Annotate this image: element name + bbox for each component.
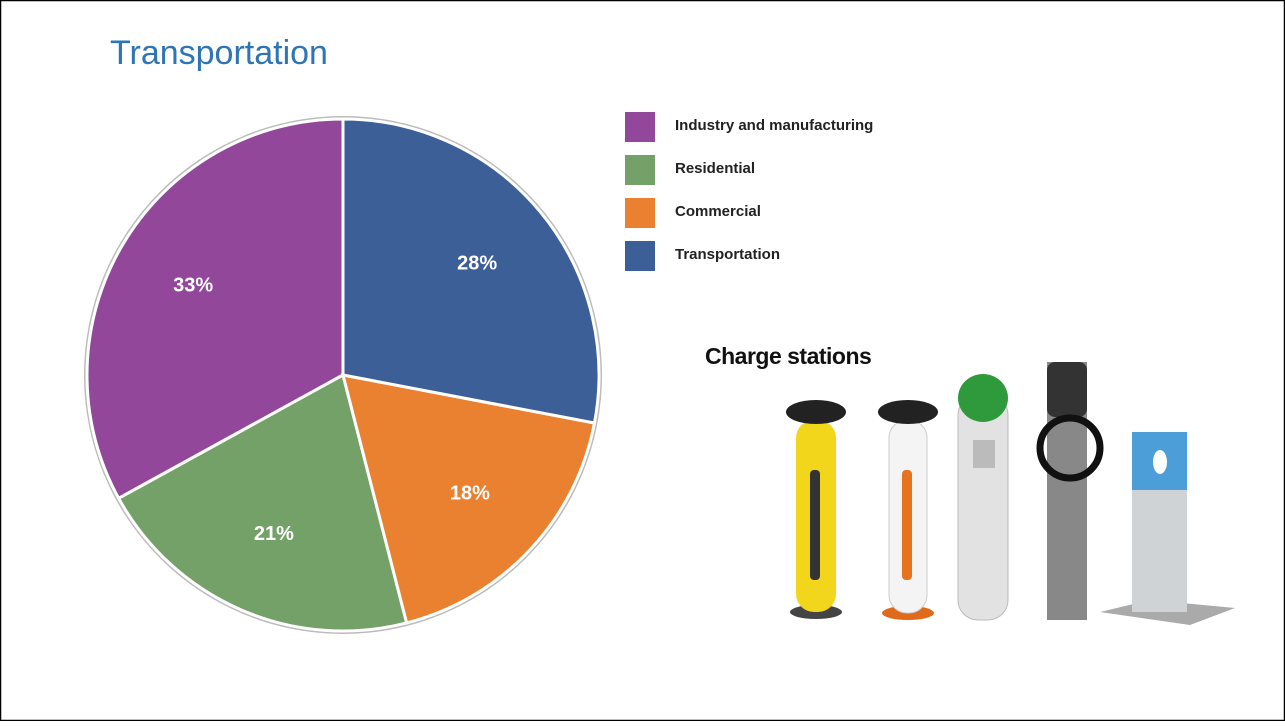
station-head [878,400,938,424]
pie-slice [116,372,409,633]
legend: Industry and manufacturing Residential Com… [625,112,873,271]
pie: 33% 21% 18% 28% [85,117,601,633]
station-cable [1036,414,1104,482]
legend-swatch [625,241,655,271]
image-caption: Charge stations [705,343,871,369]
station-body [957,394,1009,621]
station-cable [810,470,820,580]
legend-label: Industry and manufacturing [675,117,873,134]
station-cable [902,470,912,580]
pie-slice [85,117,345,501]
legend-label: Transportation [675,246,780,263]
legend-swatch [625,112,655,142]
pie-slice [340,373,597,625]
station-socket [1153,450,1167,474]
station-head [786,400,846,424]
slide-title: Transportation [110,34,328,72]
slice-label: 21% [254,523,294,545]
station-head [1047,362,1087,417]
slice-label: 33% [173,275,213,297]
pie-slice [341,117,601,425]
station-head [958,374,1008,422]
slice-label: 28% [457,252,497,274]
slice-label: 18% [450,482,490,504]
legend-swatch [625,155,655,185]
charge-stations-illustration: Charge stations [705,343,1235,625]
legend-label: Residential [675,160,755,177]
station-screen [973,440,995,468]
legend-label: Commercial [675,203,761,220]
legend-swatch [625,198,655,228]
